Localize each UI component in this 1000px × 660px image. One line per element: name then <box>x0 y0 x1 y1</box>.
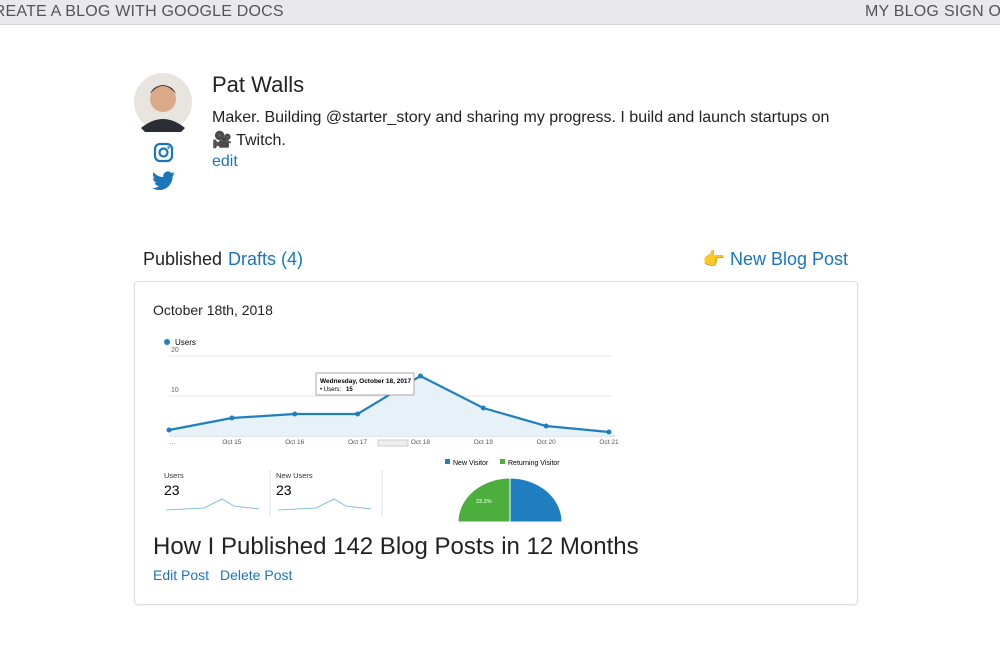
stat-label: New Users <box>276 471 313 480</box>
stat-value: 23 <box>164 482 180 498</box>
nav-link[interactable]: MY BLOG <box>865 3 940 20</box>
twitter-icon[interactable] <box>152 171 175 191</box>
pie-legend-label: New Visitor <box>453 460 489 467</box>
x-tick-label: Oct 16 <box>285 439 305 446</box>
sparkline <box>165 498 260 511</box>
pie-legend-swatch <box>445 459 450 464</box>
point <box>417 373 423 379</box>
nav-bar: CREATE A BLOG WITH GOOGLE DOCS MY BLOG S… <box>0 0 1000 25</box>
point <box>166 427 172 433</box>
avatar <box>134 73 192 132</box>
profile-bio: Maker. Building @starter_story and shari… <box>212 109 830 149</box>
point <box>355 411 361 417</box>
point <box>480 405 486 411</box>
point <box>543 423 549 429</box>
edit-link[interactable]: edit <box>212 153 238 170</box>
tooltip-title: Wednesday, October 18, 2017 <box>320 378 412 385</box>
edit-post[interactable]: Edit Post <box>153 567 210 583</box>
new-post-button[interactable]: 👉 New Blog Post <box>702 249 848 269</box>
stat-value: 23 <box>276 482 292 498</box>
post-title[interactable]: How I Published 142 Blog Posts in 12 Mon… <box>153 533 639 560</box>
nav-link[interactable]: SIGN OUT <box>944 3 1000 20</box>
x-tick-label: Oct 15 <box>222 439 242 446</box>
delete-post[interactable]: Delete Post <box>220 567 293 583</box>
brand[interactable]: CREATE A BLOG WITH GOOGLE DOCS <box>0 3 284 20</box>
x-tick-label: Oct 17 <box>348 439 368 446</box>
instagram-icon[interactable] <box>153 142 174 163</box>
legend-label: Users <box>175 338 196 347</box>
x-tick-label: Oct 20 <box>537 439 557 446</box>
y-tick-label: 20 <box>171 347 179 354</box>
pie-label: 23.3% <box>476 499 492 505</box>
point <box>292 411 298 417</box>
y-tick-label: 10 <box>171 387 179 394</box>
post-thumbnail: Users 10 20 … Oct 15 Oct 16 Oct 17 Oct 18 Oct 19… <box>164 338 619 522</box>
point <box>606 429 612 435</box>
tooltip <box>315 372 415 396</box>
profile-name: Pat Walls <box>212 72 305 97</box>
post-card[interactable] <box>134 281 858 605</box>
point <box>229 415 235 421</box>
x-tick-label: … <box>169 439 176 446</box>
area <box>169 376 609 436</box>
tab-published[interactable]: Published <box>143 249 223 269</box>
pie-legend-label: Returning Visitor <box>508 460 560 467</box>
x-tick-label: Oct 19 <box>474 439 494 446</box>
tab-drafts[interactable]: Drafts (4) <box>228 249 304 269</box>
stat-label: Users <box>164 471 184 480</box>
x-tick-label: Oct 21 <box>599 439 619 446</box>
pie-slice <box>509 477 563 522</box>
tooltip-label: • Users: <box>320 387 341 393</box>
x-tick-label: Oct 18 <box>411 439 431 446</box>
tooltip-value: 15 <box>346 387 353 393</box>
scroll-handle <box>377 439 409 447</box>
pie-legend-swatch <box>500 459 505 464</box>
sparkline <box>277 498 372 511</box>
pie-slice <box>457 477 511 522</box>
legend-dot <box>164 339 170 345</box>
post-date: October 18th, 2018 <box>153 302 273 318</box>
